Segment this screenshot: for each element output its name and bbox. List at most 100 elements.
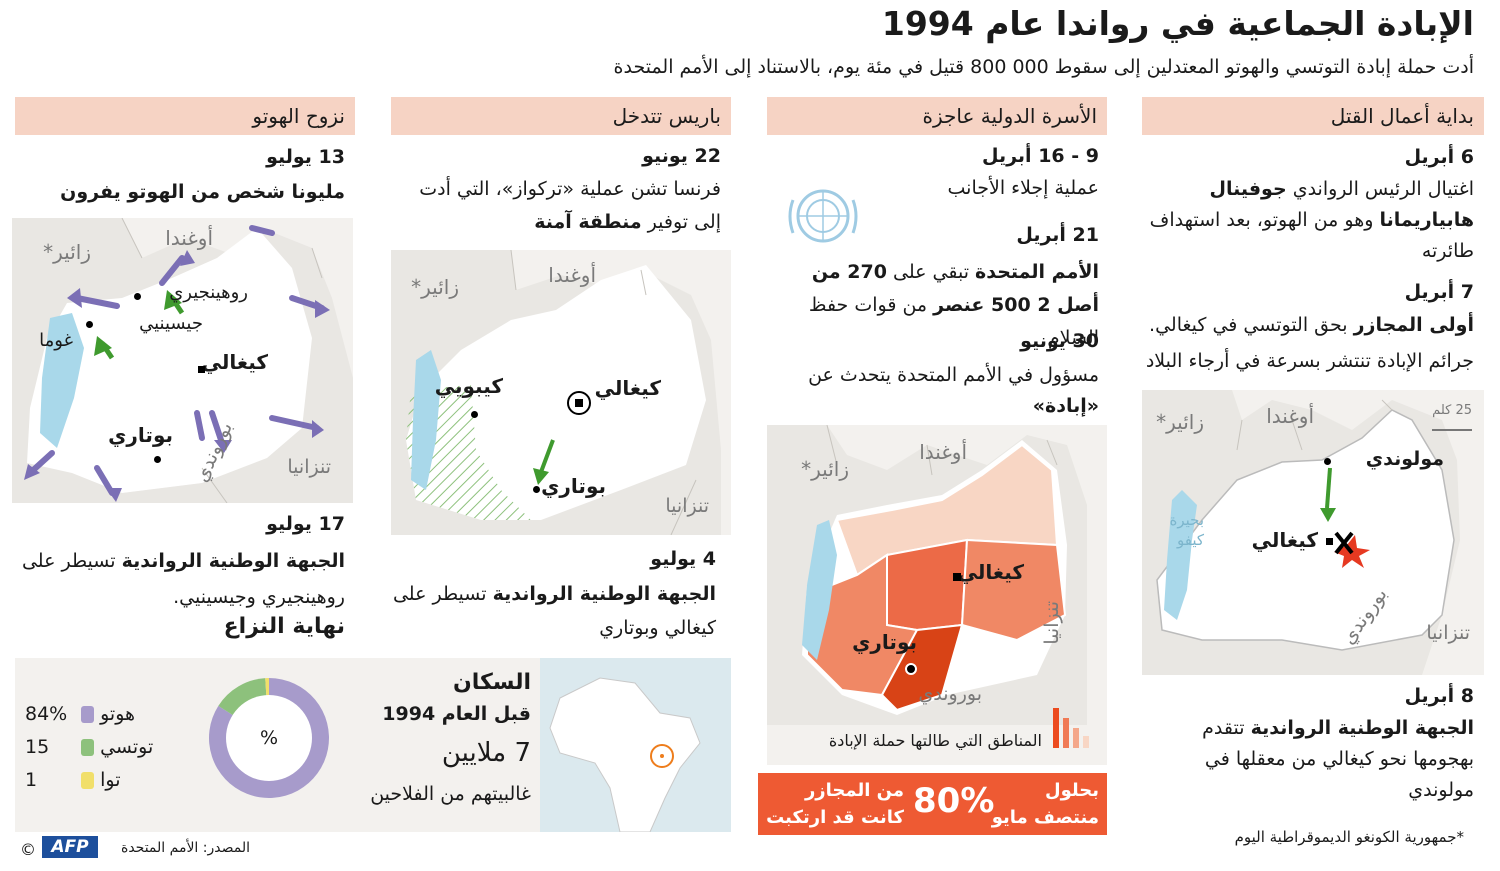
col3-map-tanzania: تنزانيا: [665, 495, 709, 517]
col3-date1: 22 يونيو: [642, 145, 721, 167]
col1-map-lake: بحيرة كيفو: [1169, 511, 1204, 549]
city-dot: [533, 486, 540, 493]
source-text: المصدر: الأمم المتحدة: [120, 840, 250, 856]
donut-center-label: %: [259, 727, 279, 749]
col3-heading: باريس تتدخل: [391, 97, 731, 135]
col4-map-ruhengeri: روهينجيري: [169, 282, 248, 303]
col4-date2: 17 يوليو: [266, 513, 345, 535]
col3-map-kibuye: كيبويي: [434, 374, 503, 398]
col4-map-butare: بوتاري: [108, 423, 173, 447]
col2-map-kigali: كيغالي: [957, 560, 1024, 584]
col1-text1: اغتيال الرئيس الرواندي جوفينال هابياريما…: [1149, 178, 1474, 262]
col4-map-tanzania: تنزانيا: [287, 456, 331, 478]
col2-map-uganda: أوغندا: [919, 440, 967, 464]
page-subtitle: أدت حملة إبادة التوتسي والهوتو المعتدلين…: [613, 56, 1474, 78]
legend-label: توا: [100, 769, 121, 791]
population-legend: 84% هوتو 15 توتسي 1 توا: [25, 703, 185, 802]
col3-map-uganda: أوغندا: [548, 263, 596, 287]
col2-text3: مسؤول في الأمم المتحدة يتحدث عن «إبادة»: [808, 364, 1099, 417]
capital-square: [953, 573, 961, 581]
col3-text1: فرنسا تشن عملية «تركواز»، التي أدت إلى ت…: [419, 178, 721, 233]
population-donut: [208, 678, 329, 798]
col1-date2: 7 أبريل: [1404, 281, 1474, 303]
col4-heading: نزوح الهوتو: [15, 97, 355, 135]
population-title: السكان: [452, 670, 531, 695]
banner-right-text: من المجازر كانت قد ارتكبت: [766, 780, 904, 828]
col3-date2: 4 يوليو: [650, 548, 716, 570]
col3-text2: الجبهة الوطنية الرواندية تسيطر على كيغال…: [392, 583, 716, 639]
col4-map-svg: [12, 217, 353, 504]
col1-heading: بداية أعمال القتل: [1142, 97, 1484, 135]
col1-map: زائير* أوغندا 25 كلم مولوندي بحيرة كيفو …: [1142, 390, 1484, 675]
col1-map-kigali: كيغالي: [1251, 528, 1318, 552]
col4-text2: الجبهة الوطنية الرواندية تسيطر على روهين…: [21, 550, 345, 608]
population-subtitle: قبل العام 1994: [382, 703, 531, 725]
col2-banner: بحلول منتصف مايو 80% من المجازر كانت قد …: [758, 773, 1107, 835]
legend-label: توتسي: [100, 736, 154, 758]
col1-map-scale: 25 كلم: [1432, 403, 1472, 418]
page-title: الإبادة الجماعية في رواندا عام 1994: [881, 4, 1474, 43]
col1-date3: 8 أبريل: [1404, 685, 1474, 707]
col2-map-svg: [767, 424, 1089, 748]
col2-text2: الأمم المتحدة تبقي على 270 من أصل 2 500 …: [808, 261, 1099, 349]
col3-map-kigali: كيغالي: [594, 376, 661, 400]
city-dot: [1324, 458, 1331, 465]
legend-value: 15: [25, 736, 50, 758]
col1-text3: الجبهة الوطنية الرواندية تتقدم بهجومها ن…: [1202, 717, 1474, 801]
col4-map-uganda: أوغندا: [165, 226, 213, 250]
col2-text1: عملية إجلاء الأجانب: [947, 177, 1100, 199]
col3-map-zaire: زائير*: [411, 275, 459, 299]
city-dot: [134, 293, 141, 300]
col2-map: زائير* أوغندا كيغالي بوتاري بوروندي تنزا…: [767, 424, 1107, 765]
col4-map-goma: غوما: [39, 330, 73, 351]
capital-square: [1326, 538, 1333, 545]
col1-map-mulundi: مولوندي: [1365, 448, 1444, 470]
population-box: السكان قبل العام 1994 7 ملايين غالبيتهم …: [15, 658, 731, 833]
africa-map: [540, 658, 731, 833]
city-dot: [86, 321, 93, 328]
city-dot: [905, 663, 917, 675]
banner-left-text: بحلول منتصف مايو: [991, 780, 1099, 828]
col3-map: زائير* أوغندا كيبويي كيغالي بوتاري تنزان…: [391, 249, 731, 536]
col2-date2: 21 أبريل: [1016, 224, 1099, 246]
population-count: 7 ملايين: [441, 738, 531, 768]
city-dot: [154, 456, 161, 463]
col1-text2: أولى المجازر بحق التوتسي في كيغالي.: [1149, 314, 1474, 336]
legend-row-tutsi: 15 توتسي: [25, 736, 185, 769]
afp-logo: AFP: [42, 836, 98, 858]
banner-percent: 80%: [913, 781, 995, 821]
legend-value: 1: [25, 769, 38, 791]
col4-map-kigali: كيغالي: [201, 350, 268, 374]
col2-heading: الأسرة الدولية عاجزة: [767, 97, 1107, 135]
legend-row-hutu: 84% هوتو: [25, 703, 185, 736]
legend-swatch: [81, 772, 95, 789]
col4-text1: مليونا شخص من الهوتو يفرون: [60, 181, 345, 203]
col1-map-svg: [1142, 390, 1472, 675]
un-logo-icon: [785, 185, 861, 247]
legend-row-twa: 1 توا: [25, 769, 185, 802]
city-dot: [471, 411, 478, 418]
col4-map-zaire: زائير*: [43, 240, 91, 264]
col2-date3: 30 يونيو: [1020, 330, 1099, 352]
col2-map-legend: المناطق التي طالتها حملة الإبادة: [828, 731, 1042, 750]
col1-map-tanzania: تنزانيا: [1426, 622, 1470, 644]
col1-map-zaire: زائير*: [1156, 410, 1204, 434]
col4-date1: 13 يوليو: [266, 146, 345, 168]
col4-map-gisenyi: جيسينيي: [139, 313, 203, 334]
col3-map-svg: [391, 249, 721, 536]
legend-swatch: [81, 739, 95, 756]
capital-square: [198, 366, 205, 373]
col2-map-tanzania: تنزانيا: [1041, 601, 1063, 645]
col2-map-zaire: زائير*: [801, 457, 849, 481]
col1-date1: 6 أبريل: [1404, 146, 1474, 168]
col1-map-uganda: أوغندا: [1266, 404, 1314, 428]
col3-map-butare: بوتاري: [541, 474, 606, 498]
population-note: غالبيتهم من الفلاحين: [370, 783, 531, 805]
col2-map-butare: بوتاري: [852, 630, 917, 654]
legend-label: هوتو: [100, 703, 136, 725]
col4-text2-end: نهاية النزاع: [223, 614, 345, 639]
col2-map-burundi: بوروندي: [918, 683, 982, 705]
copyright-symbol: ©: [20, 840, 36, 859]
legend-value: 84%: [25, 703, 68, 725]
col1-footnote: *جمهورية الكونغو الديموقراطية اليوم: [1234, 828, 1464, 846]
